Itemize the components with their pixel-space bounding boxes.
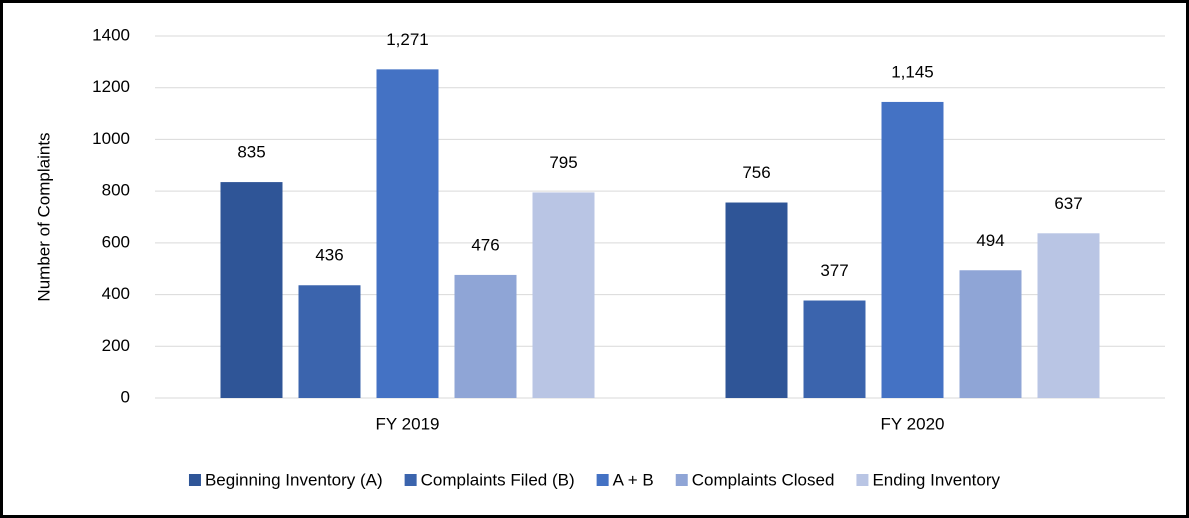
data-label: 494 [976, 231, 1004, 250]
data-label: 1,271 [386, 30, 429, 49]
bar [532, 192, 595, 398]
y-tick-label: 600 [102, 232, 130, 251]
data-label: 377 [820, 261, 848, 280]
legend-label: A + B [613, 470, 654, 489]
bar [803, 300, 866, 398]
legend-label: Complaints Filed (B) [421, 470, 575, 489]
data-label: 476 [471, 235, 499, 254]
y-tick-label: 0 [121, 387, 130, 406]
bar [881, 101, 944, 398]
data-label: 835 [237, 143, 265, 162]
y-tick-label: 1200 [92, 77, 130, 96]
legend-swatch [596, 474, 609, 486]
y-tick-label: 200 [102, 336, 130, 355]
data-label: 756 [742, 163, 770, 182]
legend-swatch [856, 474, 869, 486]
bar [220, 182, 283, 398]
data-label: 637 [1054, 194, 1082, 213]
bar [298, 285, 361, 398]
legend-label: Beginning Inventory (A) [205, 470, 383, 489]
legend-swatch [188, 474, 201, 486]
bar [725, 202, 788, 398]
bar [959, 270, 1022, 398]
y-tick-label: 400 [102, 284, 130, 303]
legend-label: Ending Inventory [872, 470, 1000, 489]
legend-swatch [404, 474, 417, 486]
data-label: 795 [549, 153, 577, 172]
data-label: 436 [315, 246, 343, 265]
legend-swatch [675, 474, 688, 486]
legend-label: Complaints Closed [692, 470, 835, 489]
x-tick-label: FY 2019 [376, 414, 440, 433]
x-tick-label: FY 2020 [881, 414, 945, 433]
bar [376, 69, 439, 398]
y-tick-label: 1000 [92, 129, 130, 148]
bar [454, 274, 517, 398]
y-tick-label: 1400 [92, 25, 130, 44]
y-tick-label: 800 [102, 181, 130, 200]
bar [1037, 233, 1100, 398]
y-axis-label: Number of Complaints [34, 132, 53, 301]
data-label: 1,145 [891, 62, 934, 81]
